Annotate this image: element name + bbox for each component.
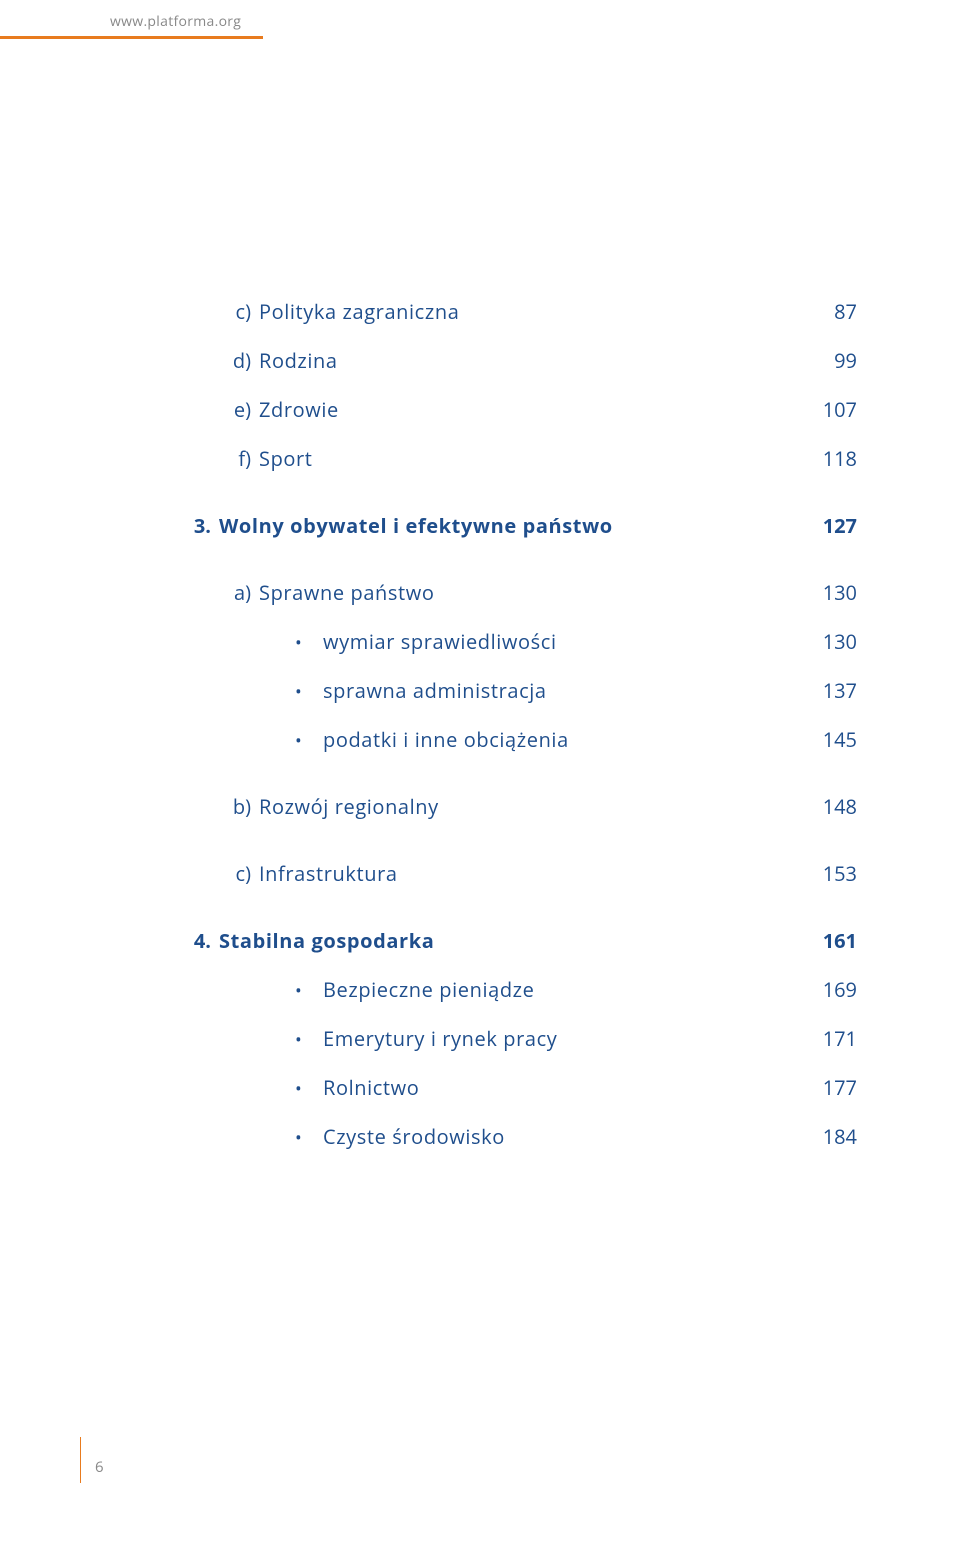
- toc-subentry: Rolnictwo 177: [187, 1074, 857, 1101]
- toc-marker: c): [223, 298, 259, 325]
- toc-gap: [187, 909, 857, 927]
- toc-page: 184: [823, 1123, 857, 1150]
- toc-entry: d) Rodzina 99: [187, 347, 857, 374]
- toc-entry: c) Polityka zagraniczna 87: [187, 298, 857, 325]
- toc-subentry: podatki i inne obciążenia 145: [187, 726, 857, 753]
- toc-page: 148: [823, 793, 857, 820]
- toc-page: 169: [823, 976, 857, 1003]
- toc-marker: d): [223, 347, 259, 374]
- toc-label: Stabilna gospodarka: [219, 927, 434, 954]
- toc-page: 177: [823, 1074, 857, 1101]
- page-divider: [80, 1437, 81, 1483]
- toc-page: 107: [823, 396, 857, 423]
- page-footer: 6: [80, 1451, 104, 1483]
- toc-marker: b): [223, 793, 259, 820]
- toc-marker: e): [223, 396, 259, 423]
- toc-entry: c) Infrastruktura 153: [187, 860, 857, 887]
- toc-marker: c): [223, 860, 259, 887]
- toc-label: Emerytury i rynek pracy: [323, 1025, 557, 1052]
- toc-page: 153: [823, 860, 857, 887]
- toc-page: 127: [823, 512, 857, 539]
- toc-label: Sprawne państwo: [259, 579, 434, 606]
- toc-gap: [187, 775, 857, 793]
- toc-entry: a) Sprawne państwo 130: [187, 579, 857, 606]
- toc-page: 130: [823, 628, 857, 655]
- toc-label: Sport: [259, 445, 313, 472]
- toc-label: wymiar sprawiedliwości: [323, 628, 557, 655]
- toc-gap: [187, 561, 857, 579]
- toc-label: Czyste środowisko: [323, 1123, 505, 1150]
- toc-entry: b) Rozwój regionalny 148: [187, 793, 857, 820]
- toc-gap: [187, 842, 857, 860]
- toc-label: sprawna administracja: [323, 677, 547, 704]
- toc-subentry: Bezpieczne pieniądze 169: [187, 976, 857, 1003]
- toc-subentry: Emerytury i rynek pracy 171: [187, 1025, 857, 1052]
- toc-label: Zdrowie: [259, 396, 339, 423]
- toc-page: 145: [823, 726, 857, 753]
- toc-marker: 4.: [187, 927, 219, 954]
- toc-section: 3. Wolny obywatel i efektywne państwo 12…: [187, 512, 857, 539]
- page-number: 6: [95, 1457, 104, 1477]
- toc-label: Rolnictwo: [323, 1074, 419, 1101]
- toc-page: 137: [823, 677, 857, 704]
- toc-gap: [187, 494, 857, 512]
- toc-subentry: sprawna administracja 137: [187, 677, 857, 704]
- toc-marker: f): [223, 445, 259, 472]
- toc-entry: e) Zdrowie 107: [187, 396, 857, 423]
- toc-subentry: Czyste środowisko 184: [187, 1123, 857, 1150]
- toc-marker: 3.: [187, 512, 219, 539]
- toc-label: podatki i inne obciążenia: [323, 726, 569, 753]
- toc-page: 99: [834, 347, 857, 374]
- toc-page: 171: [823, 1025, 857, 1052]
- header-divider: [0, 36, 263, 39]
- toc-page: 130: [823, 579, 857, 606]
- toc-section: 4. Stabilna gospodarka 161: [187, 927, 857, 954]
- toc-entry: f) Sport 118: [187, 445, 857, 472]
- toc-label: Rodzina: [259, 347, 338, 374]
- toc-label: Bezpieczne pieniądze: [323, 976, 534, 1003]
- toc-marker: a): [223, 579, 259, 606]
- toc-page: 161: [823, 927, 857, 954]
- toc-subentry: wymiar sprawiedliwości 130: [187, 628, 857, 655]
- toc-label: Wolny obywatel i efektywne państwo: [219, 512, 613, 539]
- header-url: www.platforma.org: [110, 12, 241, 31]
- toc-label: Polityka zagraniczna: [259, 298, 459, 325]
- table-of-contents: c) Polityka zagraniczna 87 d) Rodzina 99…: [187, 298, 857, 1172]
- toc-label: Infrastruktura: [259, 860, 398, 887]
- toc-page: 118: [823, 445, 857, 472]
- toc-label: Rozwój regionalny: [259, 793, 439, 820]
- toc-page: 87: [834, 298, 857, 325]
